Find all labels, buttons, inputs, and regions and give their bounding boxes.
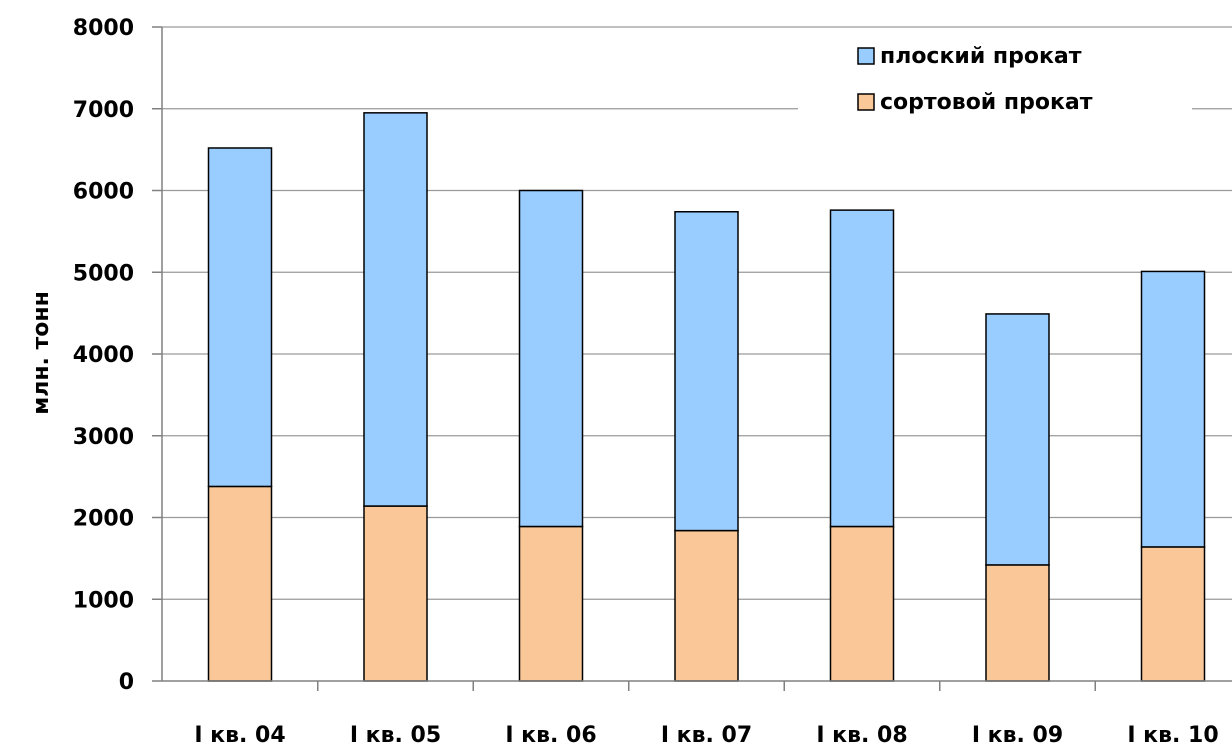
bar-segment	[1140, 546, 1206, 682]
x-tick-label: I кв. 06	[505, 723, 596, 746]
x-tick-label: I кв. 05	[350, 723, 441, 746]
bar-segment	[1140, 270, 1206, 548]
axes	[152, 26, 1232, 691]
bar-segment	[829, 209, 895, 528]
legend-swatch	[857, 47, 875, 65]
y-tick-label: 1000	[73, 588, 134, 613]
legend-label: сортовой прокат	[880, 90, 1093, 115]
bar-segment	[985, 313, 1050, 566]
bar-segment	[674, 211, 739, 532]
bar-segment	[207, 485, 273, 682]
legend-label: плоский прокат	[880, 44, 1082, 69]
y-axis-ticks: 0 1000 2000 3000 4000 5000 6000 7000 8000	[73, 16, 134, 695]
bar-segment	[985, 564, 1050, 682]
legend: плоский прокат сортовой прокат	[798, 36, 1192, 136]
bar-segment	[518, 189, 584, 528]
y-tick-label: 7000	[73, 98, 134, 123]
x-tick-label: I кв. 04	[194, 723, 285, 746]
x-tick-label: I кв. 08	[816, 723, 907, 746]
y-tick-label: 0	[119, 670, 134, 695]
y-tick-label: 5000	[73, 261, 134, 286]
y-tick-label: 2000	[73, 507, 134, 532]
y-axis-label: млн. тонн	[29, 291, 54, 415]
bar-segment	[674, 529, 739, 682]
y-tick-label: 4000	[73, 343, 134, 368]
legend-swatch	[857, 93, 875, 111]
bar-segment	[363, 112, 428, 507]
y-tick-label: 6000	[73, 180, 134, 205]
x-tick-label: I кв. 10	[1127, 723, 1218, 746]
bar-segment	[518, 525, 584, 682]
y-tick-label: 3000	[73, 425, 134, 450]
x-axis-ticks: I кв. 04 I кв. 05 I кв. 06 I кв. 07 I кв. 08…	[194, 723, 1218, 746]
bar-segment	[207, 147, 273, 488]
bar-segment	[829, 525, 895, 682]
x-tick-label: I кв. 09	[972, 723, 1063, 746]
bar-segment	[363, 505, 428, 682]
y-tick-label: 8000	[73, 16, 134, 41]
bars	[207, 112, 1206, 682]
x-tick-label: I кв. 07	[661, 723, 752, 746]
